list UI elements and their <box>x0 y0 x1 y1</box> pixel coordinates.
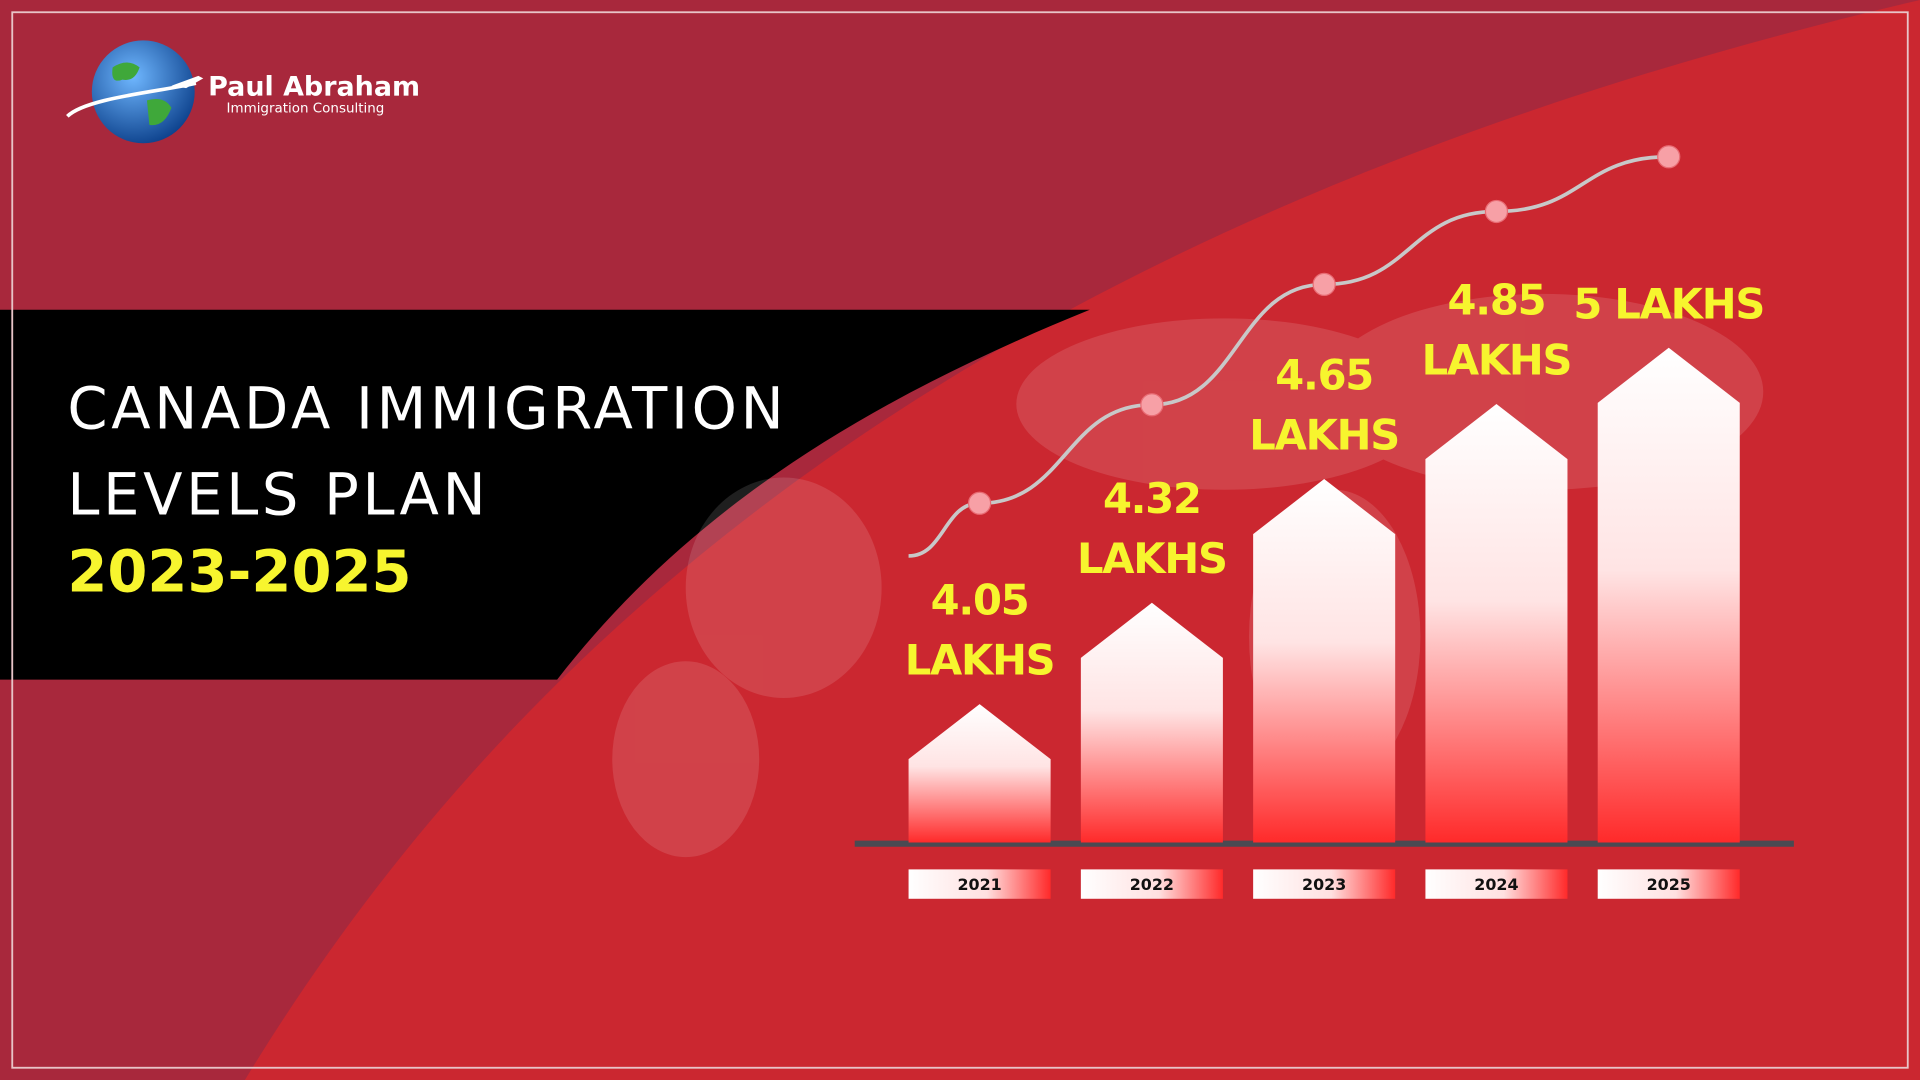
x-tick-label: 2021 <box>957 875 1001 894</box>
value-label-box: 4.05 LAKHS <box>904 576 1056 686</box>
title-box: CANADA IMMIGRATION LEVELS PLAN 2023-2025 <box>67 375 788 607</box>
bar <box>1080 602 1223 843</box>
x-tick-label: 2024 <box>1474 875 1518 894</box>
title-band <box>0 309 1090 680</box>
value-label: 4.85 LAKHS <box>1421 276 1573 386</box>
trend-dot <box>1140 393 1164 417</box>
bar <box>1597 347 1740 843</box>
year-box <box>1597 869 1740 899</box>
logo: Paul Abraham Immigration Consulting <box>66 40 420 144</box>
bar <box>1253 479 1396 843</box>
x-tick-label: 2025 <box>1647 875 1691 894</box>
bar <box>1425 404 1568 843</box>
year-box <box>1253 869 1396 899</box>
value-label-box: 4.65 LAKHS <box>1249 351 1400 461</box>
trend-dot <box>1657 145 1681 169</box>
value-label-box: 4.85 LAKHS <box>1421 276 1573 386</box>
globe-land <box>112 62 172 126</box>
chart-subtitle: 2023-2025 <box>67 538 412 607</box>
logo-tagline: Immigration Consulting <box>227 102 385 117</box>
value-label-box: 5 LAKHS <box>1573 280 1765 330</box>
year-box <box>1080 869 1223 899</box>
trend-dot <box>967 491 992 515</box>
value-label: 4.65 LAKHS <box>1249 351 1400 461</box>
trend-dot <box>1312 272 1336 297</box>
year-box <box>1425 869 1568 899</box>
bar <box>908 704 1051 843</box>
logo-name: Paul Abraham <box>208 72 420 103</box>
x-tick-label: 2022 <box>1130 875 1174 894</box>
value-label: 4.32 LAKHS <box>1076 475 1228 585</box>
year-box <box>908 869 1051 899</box>
value-label-box: 4.32 LAKHS <box>1076 475 1228 585</box>
chart-title: CANADA IMMIGRATION LEVELS PLAN <box>67 375 788 529</box>
plane <box>171 75 204 89</box>
frame <box>11 11 1909 1069</box>
trend-dot <box>1484 199 1509 224</box>
x-tick-label: 2023 <box>1302 875 1346 894</box>
value-label: 5 LAKHS <box>1573 280 1765 330</box>
value-label: 4.05 LAKHS <box>904 576 1056 686</box>
